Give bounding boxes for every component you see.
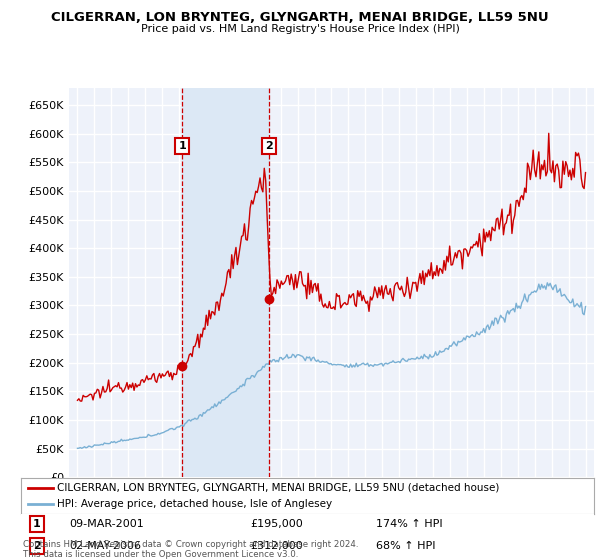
Text: 1: 1	[178, 141, 186, 151]
Text: 2: 2	[33, 541, 41, 551]
Text: £195,000: £195,000	[250, 519, 303, 529]
Text: 09-MAR-2001: 09-MAR-2001	[70, 519, 145, 529]
Bar	[182, 88, 269, 477]
Text: CILGERRAN, LON BRYNTEG, GLYNGARTH, MENAI BRIDGE, LL59 5NU (detached house): CILGERRAN, LON BRYNTEG, GLYNGARTH, MENAI…	[57, 483, 499, 493]
Text: £312,000: £312,000	[250, 541, 303, 551]
Text: 02-MAY-2006: 02-MAY-2006	[70, 541, 142, 551]
Text: Contains HM Land Registry data © Crown copyright and database right 2024.
This d: Contains HM Land Registry data © Crown c…	[23, 540, 358, 559]
Text: HPI: Average price, detached house, Isle of Anglesey: HPI: Average price, detached house, Isle…	[57, 499, 332, 509]
Text: 68% ↑ HPI: 68% ↑ HPI	[376, 541, 436, 551]
Text: CILGERRAN, LON BRYNTEG, GLYNGARTH, MENAI BRIDGE, LL59 5NU: CILGERRAN, LON BRYNTEG, GLYNGARTH, MENAI…	[51, 11, 549, 24]
Text: 2: 2	[265, 141, 273, 151]
Text: Price paid vs. HM Land Registry's House Price Index (HPI): Price paid vs. HM Land Registry's House …	[140, 24, 460, 34]
Text: 1: 1	[33, 519, 41, 529]
Text: 174% ↑ HPI: 174% ↑ HPI	[376, 519, 443, 529]
